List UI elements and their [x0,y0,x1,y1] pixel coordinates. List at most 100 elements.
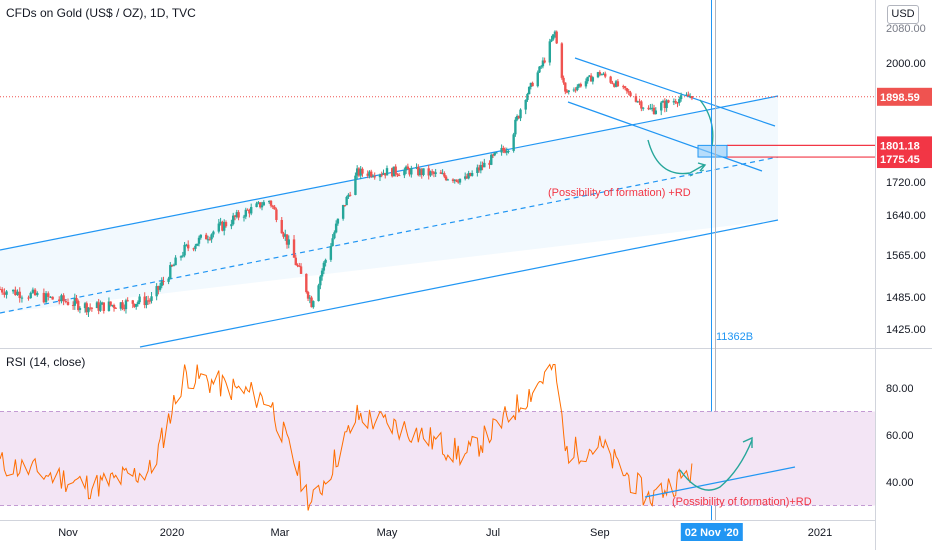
candle-body [378,174,382,178]
candle-body [205,234,208,240]
candle-body [625,88,629,92]
candle-body [181,255,184,257]
wedge-upper-line [574,57,776,127]
candle-body [470,172,474,176]
candle-body [455,179,458,182]
candle-body [160,280,163,286]
candle-body [233,215,237,217]
candle-body [634,96,638,102]
candle-body [446,179,450,181]
candle-body [111,305,114,307]
candle-body [333,232,336,239]
candle-body [688,96,692,98]
candle-body [613,83,616,87]
candle-body [219,221,222,224]
candle-body [636,101,639,103]
candle-body [451,179,455,182]
rsi-tick-label: 80.00 [886,383,914,395]
candle-body [660,102,663,111]
candle-body [577,84,581,87]
candle-body [345,196,348,206]
candle-body [284,234,287,237]
candle-body [206,239,210,241]
candle-body [649,108,652,110]
candle-body [465,176,469,179]
time-tick-label: Sep [590,527,610,539]
candle-body [150,296,153,301]
candle-body [145,300,148,306]
candle-body [221,221,224,231]
candle-body [259,202,262,208]
projection-curve-up [647,139,705,175]
candle-body [611,82,614,84]
candle-body [162,280,165,282]
candle-body [495,152,498,154]
candle-body [408,169,411,175]
currency-button[interactable]: USD [887,5,919,24]
candle-body [273,206,276,210]
candle-body [517,116,521,119]
candle-body [441,173,444,175]
candle-body [434,172,437,174]
candle-body [20,297,24,299]
candle-body [629,92,632,97]
candle-body [294,257,297,266]
candle-body [524,99,527,110]
candle-body [432,172,436,174]
price-tick-label: 1425.00 [886,324,926,336]
candle-body [553,31,557,35]
candle-body [155,286,158,297]
candle-body [312,301,315,308]
candle-body [674,101,677,103]
candle-body [146,300,150,302]
candle-body [586,76,589,82]
candle-body [538,66,541,73]
candle-body [382,172,385,175]
candle-body [622,86,625,88]
zone-bottom-label: 1775.45 [880,154,920,166]
candle-body [114,307,117,309]
candle-body [280,219,283,234]
candle-body [503,150,507,153]
candle-body [357,168,361,176]
candle-body [324,259,327,263]
cursor-readout: 11362B [716,331,753,343]
candle-body [126,300,129,302]
rsi-trend-line [644,466,796,498]
candle-body [78,308,82,310]
time-tick-label: Jul [486,527,500,539]
candle-body [527,86,531,95]
candle-body [418,169,422,176]
candle-body [555,31,558,44]
candle-body [444,176,448,181]
candle-body [552,34,555,40]
candle-body [427,168,430,176]
candle-body [237,212,240,218]
candle-body [443,173,446,177]
candle-body [348,194,352,196]
candle-body [579,84,582,87]
candle-body [246,209,249,211]
time-tick-label: Nov [58,527,78,539]
candle-body [490,154,493,165]
candle-body [479,165,483,171]
candle-body [347,194,350,197]
candle-body [477,167,481,171]
candle-body [95,302,99,309]
candle-body [0,289,4,293]
candle-body [174,257,177,266]
candle-body [397,175,401,177]
channel-lower-line [139,219,779,348]
candle-body [616,81,620,87]
channel-upper-line [0,95,779,251]
candle-body [31,289,35,293]
candle-body [541,60,545,67]
candle-body [548,41,552,63]
candle-body [584,81,588,87]
candle-body [371,176,375,178]
zone-top-tag [877,136,932,155]
candle-body [661,100,665,103]
candle-body [476,167,479,173]
rsi-annotation: (Possibility of formation)+RD [672,496,812,508]
candle-body [641,107,645,109]
